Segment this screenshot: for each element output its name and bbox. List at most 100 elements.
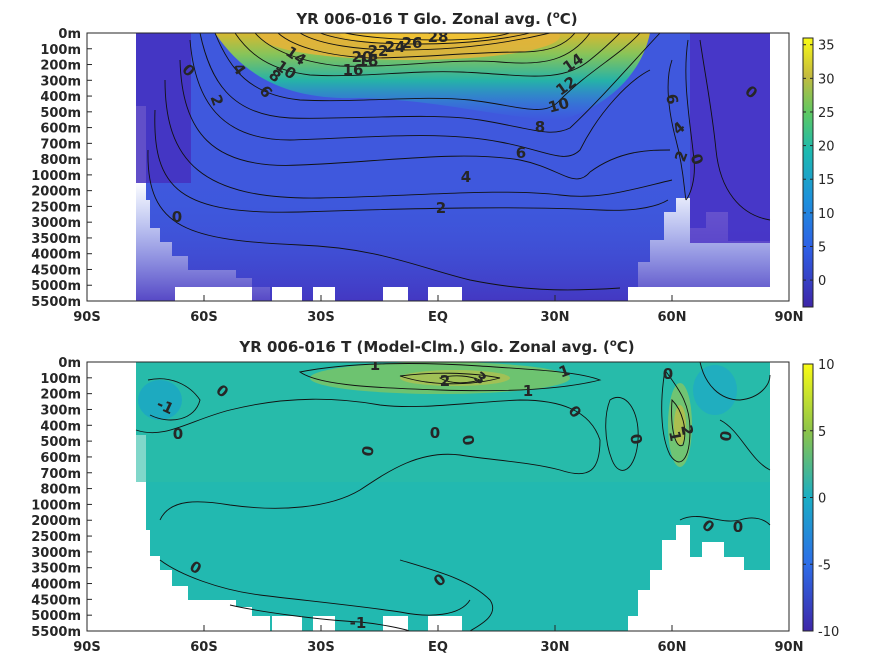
bottom-colorbar-tick-label: -10 [818, 625, 839, 640]
top-chart-title: YR 006-016 T Glo. Zonal avg. (oC) [295, 10, 577, 28]
top-y-tick-label: 4500m [31, 263, 81, 278]
bottom-colorbar-tick-label: 0 [818, 492, 826, 507]
bottom-y-tick-label: 2500m [31, 530, 81, 545]
top-y-tick-label: 3500m [31, 232, 81, 247]
top-cold-north [690, 33, 770, 243]
bottom-axes: 90S 60S 30S EQ 30N 60N 90N0m100m200m300m400m50… [31, 356, 803, 655]
svg-text:1: 1 [370, 356, 380, 374]
bottom-y-tick-label: 300m [40, 403, 81, 418]
svg-text:0: 0 [663, 365, 673, 383]
bottom-land-mask [87, 362, 789, 631]
svg-text:8: 8 [535, 118, 545, 136]
top-colorbar-tick-label: 25 [818, 106, 835, 121]
bottom-x-tick-label: 60N [658, 640, 687, 655]
bottom-y-tick-label: 3500m [31, 562, 81, 577]
bottom-contour-labels: 1 1 1 2 3 1 2 0 0 0 0 0 0 0 0 0 0 0 0 0 [154, 356, 743, 632]
top-x-tick-label: 30S [307, 310, 334, 325]
top-colorbar-tick-label: 15 [818, 173, 835, 188]
svg-text:0: 0 [733, 518, 743, 536]
bottom-x-tick-label: 30N [541, 640, 570, 655]
bottom-y-tick-label: 500m [40, 435, 81, 450]
bottom-cold-anomaly [138, 380, 182, 420]
top-y-tick-label: 400m [40, 90, 81, 105]
top-colorbar-tick-label: 30 [818, 72, 835, 87]
top-land-mask [87, 33, 789, 301]
bottom-y-tick-label: 3000m [31, 546, 81, 561]
svg-text:0: 0 [430, 424, 440, 442]
svg-text:0: 0 [173, 425, 183, 443]
top-y-tick-label: 3000m [31, 216, 81, 231]
svg-text:28: 28 [428, 28, 449, 46]
top-deep-water [136, 180, 776, 301]
top-x-tick-label: 90N [775, 310, 804, 325]
bottom-y-tick-label: 5000m [31, 609, 81, 624]
bottom-y-tick-label: 2000m [31, 514, 81, 529]
bottom-chart: YR 006-016 T (Model-Clm.) Glo. Zonal avg… [31, 338, 839, 655]
svg-text:10: 10 [546, 94, 571, 117]
svg-text:-1: -1 [154, 395, 177, 418]
top-cold-south [136, 33, 191, 183]
svg-text:0: 0 [716, 429, 736, 442]
bottom-y-tick-label: 5500m [31, 625, 81, 640]
bottom-y-tick-label: 400m [40, 419, 81, 434]
svg-text:22: 22 [368, 42, 389, 60]
svg-text:2: 2 [677, 423, 697, 436]
top-colorbar-tick-label: 10 [818, 207, 835, 222]
svg-text:-1: -1 [350, 614, 367, 632]
svg-text:1: 1 [665, 429, 685, 442]
bottom-x-tick-label: 30S [307, 640, 334, 655]
bottom-y-tick-label: 600m [40, 451, 81, 466]
svg-text:0: 0 [626, 432, 646, 445]
bottom-colorbar-tick-label: -5 [818, 558, 831, 573]
svg-text:4: 4 [461, 168, 471, 186]
top-colorbar-tick-label: 20 [818, 140, 835, 155]
top-y-tick-label: 4000m [31, 248, 81, 263]
svg-text:0: 0 [358, 444, 378, 457]
top-x-tick-label: EQ [428, 310, 448, 325]
top-x-tick-label: 60N [658, 310, 687, 325]
svg-text:18: 18 [358, 52, 379, 70]
svg-text:24: 24 [385, 38, 406, 56]
top-y-tick-label: 500m [40, 106, 81, 121]
top-y-tick-label: 300m [40, 74, 81, 89]
top-y-tick-label: 5500m [31, 295, 81, 310]
top-colorbar-tick-label: 5 [818, 240, 826, 255]
bottom-colorbar: 10 5 0 -5 -10 [802, 358, 839, 640]
svg-text:16: 16 [343, 61, 364, 79]
top-chart: YR 006-016 T Glo. Zonal avg. (oC) [31, 10, 834, 325]
svg-text:20: 20 [352, 48, 373, 66]
bottom-y-tick-label: 700m [40, 467, 81, 482]
top-y-tick-label: 600m [40, 122, 81, 137]
top-x-tick-label: 30N [541, 310, 570, 325]
top-colorbar-scale [802, 37, 814, 308]
bottom-chart-title: YR 006-016 T (Model-Clm.) Glo. Zonal avg… [238, 338, 634, 356]
svg-text:1: 1 [523, 382, 533, 400]
bottom-x-tick-label: 90N [775, 640, 804, 655]
top-x-tick-label: 60S [190, 310, 217, 325]
svg-text:0: 0 [458, 433, 478, 446]
svg-text:0: 0 [172, 208, 182, 226]
svg-text:2: 2 [436, 199, 446, 217]
top-colorbar-tick-label: 35 [818, 39, 835, 54]
top-colorbar: 35 30 25 20 15 10 5 0 [802, 37, 835, 308]
bottom-colorbar-tick-label: 5 [818, 425, 826, 440]
svg-text:6: 6 [662, 92, 682, 105]
bottom-y-tick-label: 1000m [31, 498, 81, 513]
bottom-y-tick-label: 800m [40, 483, 81, 498]
top-y-tick-label: 0m [58, 27, 81, 42]
bottom-contour-lines [135, 362, 771, 631]
bottom-y-tick-label: 0m [58, 356, 81, 371]
bottom-y-tick-label: 100m [40, 372, 81, 387]
top-colorbar-tick-label: 0 [818, 274, 826, 289]
svg-text:2: 2 [440, 372, 450, 390]
top-y-tick-label: 1000m [31, 169, 81, 184]
svg-text:26: 26 [402, 34, 423, 52]
top-y-tick-label: 2500m [31, 200, 81, 215]
top-y-tick-label: 700m [40, 137, 81, 152]
top-y-tick-label: 5000m [31, 279, 81, 294]
bottom-x-tick-label: EQ [428, 640, 448, 655]
bottom-y-tick-label: 4500m [31, 593, 81, 608]
top-y-tick-label: 2000m [31, 185, 81, 200]
top-x-tick-label: 90S [73, 310, 100, 325]
